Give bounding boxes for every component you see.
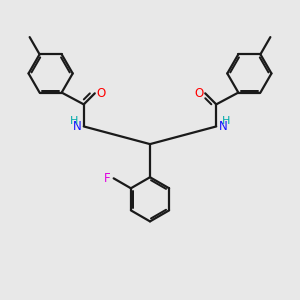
Text: F: F [103,172,110,185]
Text: O: O [96,87,106,100]
Text: H: H [221,116,230,126]
Text: H: H [70,116,79,126]
Text: N: N [219,120,227,133]
Text: O: O [194,87,204,100]
Text: N: N [73,120,81,133]
